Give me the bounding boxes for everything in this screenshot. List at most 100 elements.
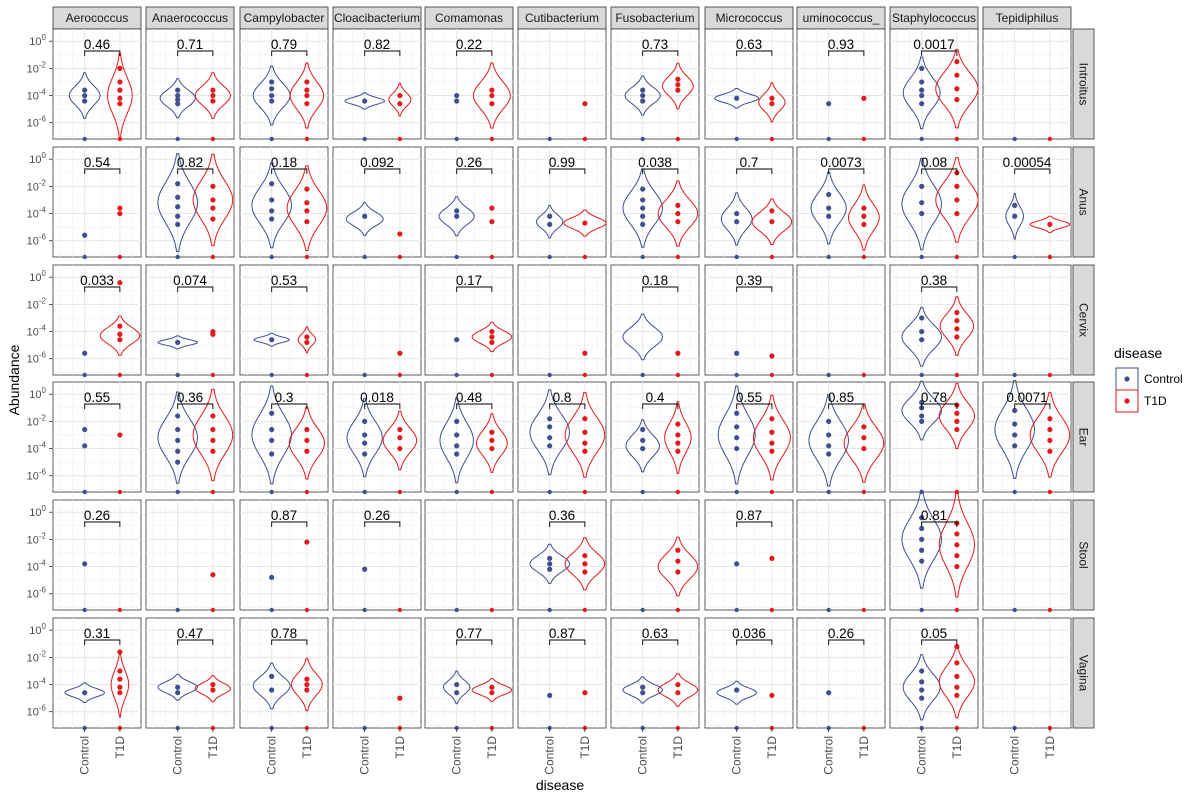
data-point-control <box>269 337 275 343</box>
p-value-label: 0.63 <box>642 626 668 641</box>
data-point-control <box>175 448 181 454</box>
violin-t1d <box>563 209 607 237</box>
data-point-control <box>547 692 553 699</box>
data-point-control <box>919 183 925 189</box>
data-point-t1d <box>210 687 216 693</box>
facet-strip-stool: Stool <box>1072 499 1095 611</box>
facet-panel: 0.46 <box>52 28 142 142</box>
p-value-label: 0.93 <box>828 37 854 52</box>
facet-panel: 0.18 <box>610 264 700 378</box>
zero-point-control <box>454 136 459 142</box>
y-tick-label: 10-4 <box>27 677 47 692</box>
panel-background <box>424 146 514 258</box>
violin-control <box>439 397 474 484</box>
facet-panel: 0.033 <box>52 264 142 378</box>
x-tick-label: Control <box>543 736 557 775</box>
facet-strip-anaerococcus: Anaerococcus <box>145 6 235 30</box>
data-point-t1d <box>304 448 310 454</box>
facet-strip-aerococcus: Aerococcus <box>52 6 142 30</box>
zero-point-control <box>175 489 180 495</box>
data-point-t1d <box>769 416 775 422</box>
facet-strip-label: Anaerococcus <box>152 11 228 25</box>
significance-bracket <box>642 639 679 645</box>
data-point-t1d <box>954 418 960 424</box>
data-point-t1d <box>675 210 681 217</box>
panel-background <box>610 28 700 140</box>
data-point-control <box>269 687 275 693</box>
data-point-control <box>269 574 275 581</box>
significance-bracket <box>84 639 121 645</box>
significance-bracket <box>921 521 958 527</box>
facet-panel <box>982 617 1072 731</box>
zero-point-t1d <box>675 607 681 613</box>
panel-background <box>332 617 422 729</box>
data-point-control <box>82 561 88 567</box>
data-point-t1d <box>769 353 775 359</box>
violin-t1d <box>564 392 606 478</box>
data-point-control <box>919 558 925 564</box>
facet-panel: 0.93 <box>796 28 886 142</box>
zero-point-t1d <box>210 136 216 142</box>
violin-control <box>251 162 293 249</box>
data-point-control <box>826 191 832 198</box>
data-point-t1d <box>675 87 681 93</box>
data-point-t1d <box>675 547 681 553</box>
p-value-label: 0.82 <box>177 155 203 170</box>
data-point-control <box>454 213 460 219</box>
violin-t1d <box>194 675 232 703</box>
data-point-t1d <box>304 339 310 346</box>
facet-strip-label: Tepidiphilus <box>996 11 1059 25</box>
facet-panel: 0.018 <box>332 381 422 495</box>
data-point-control <box>269 208 275 214</box>
p-value-label: 0.26 <box>456 155 482 170</box>
legend-label: T1D <box>1144 394 1167 408</box>
data-point-control <box>547 221 553 228</box>
zero-point-control <box>362 136 367 142</box>
data-point-t1d <box>861 205 867 211</box>
p-value-label: 0.48 <box>456 390 482 405</box>
data-point-t1d <box>117 337 123 343</box>
facet-panel: 0.05 <box>889 617 979 731</box>
significance-bracket <box>364 168 401 174</box>
x-tick-label: T1D <box>113 736 127 759</box>
legend-label: Control <box>1144 372 1183 386</box>
legend-title: disease <box>1114 345 1162 361</box>
data-point-t1d <box>954 318 960 324</box>
facet-strip-label: Introitus <box>1077 63 1091 106</box>
significance-bracket <box>921 639 958 645</box>
facet-strip-ear: Ear <box>1072 381 1095 493</box>
data-point-t1d <box>675 432 681 438</box>
facet-strip-cutibacterium: Cutibacterium <box>517 6 607 30</box>
y-tick-label: 100 <box>29 504 46 519</box>
facet-panel: 0.53 <box>239 264 329 378</box>
panel-background <box>145 499 235 611</box>
violin-control <box>438 196 475 237</box>
zero-point-control <box>269 607 274 613</box>
data-point-control <box>454 208 460 214</box>
violin-control <box>529 389 571 476</box>
zero-point-t1d <box>397 254 403 260</box>
zero-point-control <box>362 254 367 260</box>
zero-point-control <box>640 607 645 613</box>
zero-point-t1d <box>861 489 867 495</box>
data-point-t1d <box>769 692 775 699</box>
data-point-control <box>734 687 740 693</box>
zero-point-t1d <box>304 372 310 378</box>
data-point-t1d <box>1047 448 1053 454</box>
facet-panel: 0.36 <box>517 499 607 613</box>
data-point-control <box>454 432 460 438</box>
facet-panel: 0.7 <box>704 146 794 260</box>
y-tick-label: 10-2 <box>27 60 47 75</box>
panel-background <box>332 28 422 140</box>
violin-control <box>68 72 101 119</box>
data-point-t1d <box>397 101 403 107</box>
data-point-t1d <box>769 429 775 435</box>
violin-t1d <box>288 406 326 480</box>
data-point-control <box>175 426 181 433</box>
significance-bracket <box>456 50 493 56</box>
data-point-t1d <box>954 531 960 537</box>
facet-panel <box>424 499 514 613</box>
data-point-t1d <box>954 210 960 217</box>
zero-point-control <box>640 489 645 495</box>
x-tick-label: Control <box>822 736 836 775</box>
